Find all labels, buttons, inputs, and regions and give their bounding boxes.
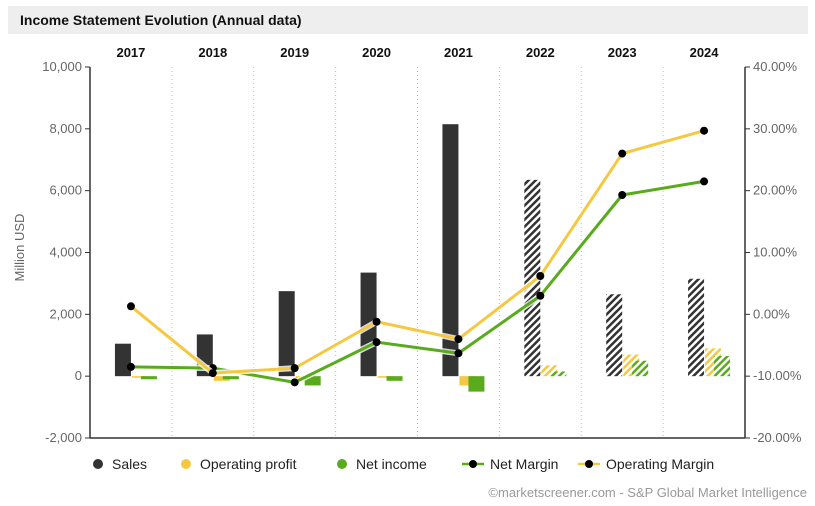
point-net-margin [700,177,709,186]
year-label: 2021 [444,45,473,60]
point-operating-margin [618,149,627,158]
year-label: 2018 [198,45,227,60]
point-operating-margin [290,364,299,373]
point-operating-margin [700,126,709,135]
point-operating-margin [372,317,381,326]
bar-operating-profit [213,376,230,381]
right-tick-label: 30.00% [753,121,798,136]
point-operating-margin [208,369,217,378]
right-tick-label: 40.00% [753,59,798,74]
bar-sales [688,278,705,377]
bar-sales [278,291,295,377]
left-tick-label: 6,000 [49,183,82,198]
bar-net-income [140,376,157,380]
bar-net-income [386,376,403,381]
legend-label-sales: Sales [112,456,147,472]
legend-label-net-margin: Net Margin [490,456,558,472]
source-credit: ©marketscreener.com - S&P Global Market … [488,485,807,500]
point-operating-margin [126,302,135,311]
point-net-margin [618,190,627,199]
bar-sales [442,124,459,377]
right-tick-label: -20.00% [753,430,802,445]
bar-net-income [304,376,321,386]
left-tick-label: 4,000 [49,245,82,260]
title-bar: Income Statement Evolution (Annual data) [8,6,808,34]
line-operating-margin [129,129,705,375]
legend-marker-net-income [337,459,347,469]
point-operating-margin [454,335,463,344]
point-net-margin [536,291,545,300]
point-net-margin [372,338,381,347]
legend-marker-operating-margin [585,460,593,468]
legend-marker-sales [93,459,103,469]
bar-operating-profit [541,365,558,377]
year-label: 2023 [608,45,637,60]
point-net-margin [454,349,463,358]
bar-sales [114,343,131,377]
left-tick-label: 10,000 [42,59,82,74]
point-operating-margin [536,271,545,280]
right-tick-label: -10.00% [753,368,802,383]
legend-label-net-income: Net income [356,456,427,472]
bar-net-income [550,371,567,377]
right-tick-label: 0.00% [753,306,790,321]
legend-label-operating-margin: Operating Margin [606,456,714,472]
point-net-margin [290,378,299,387]
year-label: 2020 [362,45,391,60]
year-label: 2024 [690,45,720,60]
bar-net-income [714,356,731,377]
left-tick-label: 2,000 [49,306,82,321]
y-axis-label: Million USD [12,214,27,282]
bar-sales [606,294,623,377]
bar-net-income [632,360,649,377]
bar-operating-profit [131,376,148,378]
bar-net-income [468,376,485,392]
bar-sales [524,179,541,377]
point-net-margin [126,362,135,371]
left-tick-label: 0 [75,368,82,383]
right-tick-label: 20.00% [753,183,798,198]
left-tick-label: 8,000 [49,121,82,136]
chart-title: Income Statement Evolution (Annual data) [20,12,302,28]
legend-marker-net-margin [469,460,477,468]
bar-operating-profit [377,376,394,378]
legend-label-operating-profit: Operating profit [200,456,297,472]
legend-marker-operating-profit [181,459,191,469]
right-tick-label: 10.00% [753,245,798,260]
bar-net-income [222,376,239,380]
year-label: 2022 [526,45,555,60]
year-label: 2019 [280,45,309,60]
bar-operating-profit [459,376,476,386]
left-tick-label: -2,000 [45,430,82,445]
year-label: 2017 [116,45,145,60]
